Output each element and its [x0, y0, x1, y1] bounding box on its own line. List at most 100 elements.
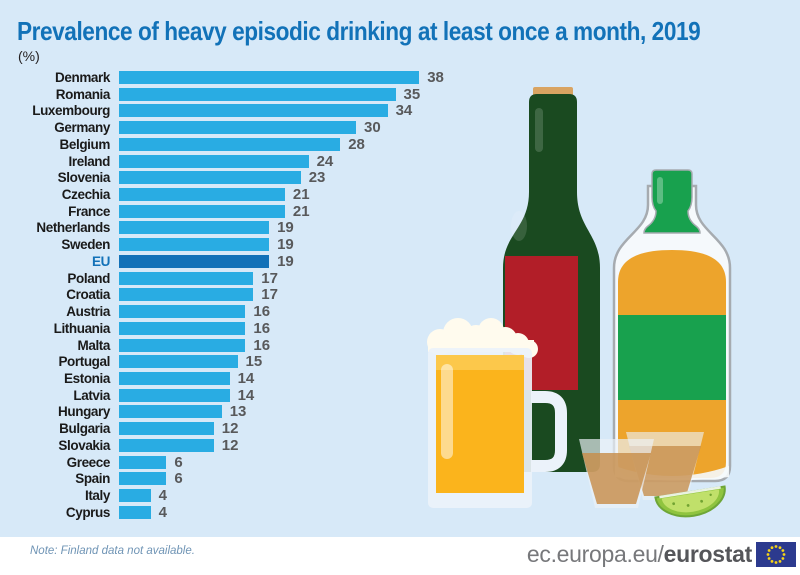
bar: [119, 87, 396, 101]
bar: [119, 305, 246, 319]
bar: [119, 321, 246, 335]
country-label: EU: [92, 253, 110, 269]
bar: [119, 488, 151, 502]
value-label: 17: [261, 269, 278, 287]
bar-row-estonia: Estonia 14: [0, 369, 480, 387]
value-label: 14: [237, 386, 255, 404]
value-label: 6: [174, 453, 183, 471]
footer-note: Note: Finland data not available.: [30, 545, 195, 557]
country-label: Slovakia: [58, 437, 110, 453]
country-label: Slovenia: [57, 170, 111, 186]
eu-flag-icon: [756, 542, 796, 567]
bar: [119, 438, 214, 452]
bar-row-slovakia: Slovakia 12: [0, 436, 480, 454]
country-label: Netherlands: [36, 220, 110, 236]
bar: [119, 422, 214, 436]
value-label: 34: [395, 102, 413, 120]
value-label: 19: [277, 252, 294, 270]
bar: [119, 71, 420, 84]
bar-row-denmark: Denmark 38: [0, 69, 480, 86]
bar: [119, 472, 167, 486]
country-label: Estonia: [64, 370, 110, 386]
bar: [119, 271, 254, 285]
value-label: 12: [221, 420, 239, 438]
bar: [119, 338, 246, 352]
bar-row-poland: Poland 17: [0, 269, 480, 287]
bar-row-eu: EU 19: [0, 252, 480, 270]
whiskey-label: [618, 315, 726, 400]
bar: [119, 288, 254, 302]
bar-row-ireland: Ireland 24: [0, 152, 480, 170]
bar-row-latvia: Latvia 14: [0, 386, 480, 404]
bar: [119, 171, 301, 185]
value-label: 38: [427, 69, 444, 86]
bar: [119, 121, 356, 135]
bar-row-belgium: Belgium 28: [0, 135, 480, 153]
country-label: Latvia: [73, 387, 110, 403]
bar-row-italy: Italy 4: [0, 486, 480, 504]
value-label: 24: [316, 152, 334, 170]
bar: [119, 388, 230, 402]
bar-row-germany: Germany 30: [0, 120, 480, 136]
wine-label: [505, 256, 578, 390]
bar: [119, 355, 238, 369]
bar: [119, 188, 285, 202]
value-label: 12: [221, 436, 239, 454]
value-label: 15: [245, 353, 263, 371]
value-label: 14: [237, 369, 255, 387]
bar: [119, 455, 167, 469]
whiskey-bottle-illustration: [612, 169, 732, 483]
bottle-cap: [643, 169, 701, 234]
country-label: Ireland: [68, 153, 111, 169]
bar: [119, 254, 270, 268]
country-label: Lithuania: [53, 320, 111, 336]
value-label: 4: [158, 486, 167, 504]
bar-row-lithuania: Lithuania 16: [0, 319, 480, 337]
value-label: 16: [253, 319, 271, 337]
value-label: 4: [158, 503, 167, 521]
shot-glass-left: [579, 439, 654, 508]
value-label: 35: [403, 85, 421, 103]
bar-row-sweden: Sweden 19: [0, 237, 480, 253]
mug-handle: [531, 391, 567, 472]
bar-row-austria: Austria 16: [0, 303, 480, 321]
footer-branding: ec.europa.eu/eurostat: [527, 541, 796, 568]
value-label: 28: [348, 135, 365, 153]
bar-row-greece: Greece 6: [0, 453, 480, 471]
bar-row-cyprus: Cyprus 4: [0, 503, 480, 521]
footer-url: ec.europa.eu/eurostat: [526, 541, 752, 567]
bar-row-bulgaria: Bulgaria 12: [0, 420, 480, 438]
bar: [119, 204, 285, 218]
value-label: 17: [261, 286, 278, 304]
country-label: Spain: [75, 471, 110, 487]
value-label: 13: [229, 403, 247, 421]
value-label: 23: [308, 169, 326, 187]
country-label: Germany: [54, 120, 110, 136]
shot-glass-right: [626, 432, 704, 500]
country-label: Austria: [66, 304, 110, 320]
cork: [533, 87, 573, 99]
value-label: 21: [292, 186, 310, 204]
country-label: Hungary: [58, 404, 110, 420]
country-label: Luxembourg: [32, 103, 110, 119]
country-label: Denmark: [55, 70, 110, 85]
country-label: Sweden: [61, 237, 110, 253]
bar: [119, 137, 341, 151]
value-label: 19: [277, 219, 294, 237]
bar: [119, 238, 270, 252]
value-label: 16: [253, 303, 271, 321]
bar-row-portugal: Portugal 15: [0, 353, 480, 371]
country-label: Romania: [55, 86, 111, 102]
page-title: Prevalence of heavy episodic drinking at…: [17, 16, 701, 46]
bar-row-slovenia: Slovenia 23: [0, 169, 480, 187]
bar-row-france: France 21: [0, 202, 480, 220]
bar-row-croatia: Croatia 17: [0, 286, 480, 304]
country-label: France: [68, 203, 110, 219]
value-label: 16: [253, 336, 271, 354]
bar-row-spain: Spain 6: [0, 471, 480, 487]
bar-row-luxembourg: Luxembourg 34: [0, 102, 480, 120]
country-label: Italy: [84, 487, 110, 503]
value-label: 21: [292, 202, 310, 220]
country-label: Belgium: [59, 136, 111, 152]
bar: [119, 154, 309, 168]
